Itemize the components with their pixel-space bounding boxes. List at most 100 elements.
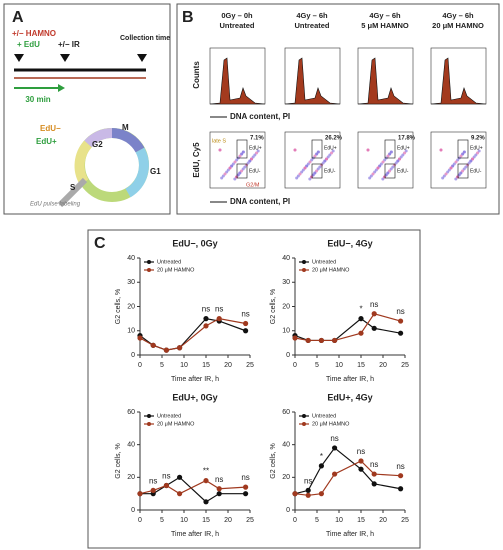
histogram-shape <box>430 57 487 105</box>
scatter-dot <box>308 177 312 181</box>
data-point <box>203 478 209 484</box>
edu-neg-label: EdU− <box>40 124 61 133</box>
hamno-label: +/− HAMNO <box>12 29 56 38</box>
data-point <box>332 337 338 344</box>
scatter-dot <box>447 168 451 172</box>
data-point <box>203 316 209 322</box>
panel-label: C <box>94 235 106 252</box>
histogram-shape <box>209 57 266 105</box>
annotation: ns <box>304 477 312 486</box>
y-tick-label: 0 <box>286 507 290 514</box>
scatter-dot <box>313 171 317 175</box>
gate <box>311 139 323 159</box>
data-point <box>163 347 169 353</box>
annotation: ns <box>370 300 378 309</box>
y-tick-label: 0 <box>131 352 135 359</box>
panel-label: B <box>182 9 194 26</box>
x-tick-label: 10 <box>180 362 188 369</box>
data-point <box>318 463 324 469</box>
data-point <box>398 330 404 336</box>
scatter-frame <box>430 131 487 189</box>
legend-label: 20 μM HAMNO <box>312 267 350 273</box>
gate-label: EdU- <box>397 168 409 174</box>
scatter-dot <box>308 160 312 164</box>
y-tick-label: 10 <box>127 328 135 335</box>
scatter-dot <box>301 168 305 172</box>
scatter-dot <box>241 150 245 154</box>
gate <box>236 163 248 179</box>
phase-label: G1 <box>150 167 161 176</box>
histogram-frame <box>430 47 487 105</box>
scatter-dot <box>386 171 390 175</box>
y-tick-label: 30 <box>282 279 290 286</box>
gate <box>311 163 323 179</box>
percent-label: 17.8% <box>398 136 416 142</box>
data-point <box>318 491 324 497</box>
y-tick-label: 0 <box>131 507 135 514</box>
panel-c-frame <box>87 229 421 549</box>
scatter-dot <box>331 149 335 153</box>
chart-title: EdU−, 4Gy <box>327 238 372 248</box>
data-point <box>305 492 311 498</box>
annotation: ns <box>396 462 404 471</box>
phase-label: G2 <box>92 140 103 149</box>
scatter-dot <box>439 148 443 152</box>
scatter-dot <box>311 173 315 177</box>
histogram-shape <box>357 57 414 105</box>
data-point <box>305 337 311 344</box>
scatter-dot <box>462 150 466 154</box>
scatter-dot <box>220 176 224 180</box>
y-tick-label: 10 <box>282 328 290 335</box>
annotation: ns <box>241 310 249 319</box>
scatter-dot <box>246 161 250 165</box>
scatter-dot <box>233 160 237 164</box>
y-axis-label: G2 cells, % <box>115 443 122 478</box>
data-point <box>358 316 364 322</box>
scatter-dot <box>403 151 406 155</box>
gate-label: EdU- <box>324 168 336 174</box>
g2m-label: G2/M <box>246 182 260 188</box>
legend-label: Untreated <box>157 413 181 419</box>
gate-label: EdU+ <box>324 145 337 151</box>
scatter-dot <box>467 161 471 165</box>
scatter-dot <box>316 150 320 154</box>
x-tick-label: 20 <box>379 517 387 524</box>
scatter-dot <box>464 165 468 169</box>
scatter-dot <box>221 174 225 178</box>
collection-label: Collection time <box>120 35 170 42</box>
y-axis-label: G2 cells, % <box>270 443 277 478</box>
x-tick-label: 5 <box>160 517 164 524</box>
scatter-dot <box>235 158 239 162</box>
scatter-dot <box>386 154 390 158</box>
scatter-dot <box>248 159 252 163</box>
scatter-dot <box>238 171 242 175</box>
scatter-dot <box>454 177 458 181</box>
annotation: ns <box>215 305 223 314</box>
scatter-dot <box>394 161 398 165</box>
data-point <box>203 499 209 505</box>
legend-marker <box>147 414 151 418</box>
scatter-dot <box>238 154 242 158</box>
scatter-frame <box>209 131 266 189</box>
scatter-dot <box>315 169 318 173</box>
data-point <box>358 330 364 336</box>
pulse-label: 30 min <box>25 95 50 104</box>
y-tick-label: 0 <box>286 352 290 359</box>
annotation: * <box>320 452 323 461</box>
scatter-dot <box>383 158 387 162</box>
data-point <box>358 458 364 464</box>
gate <box>457 163 469 179</box>
scatter-dot <box>298 172 302 176</box>
panel-label: A <box>12 9 24 26</box>
x-axis-label: Time after IR, h <box>171 376 219 383</box>
data-point <box>292 335 298 341</box>
gate <box>457 139 469 159</box>
scatter-dot <box>325 157 328 161</box>
x-tick-label: 25 <box>246 517 254 524</box>
scatter-dot <box>374 168 378 172</box>
scatter-dot <box>442 174 446 178</box>
data-point <box>398 318 404 324</box>
scatter-dot <box>226 168 230 172</box>
x-tick-label: 15 <box>202 362 210 369</box>
gate-label: EdU+ <box>470 145 483 151</box>
